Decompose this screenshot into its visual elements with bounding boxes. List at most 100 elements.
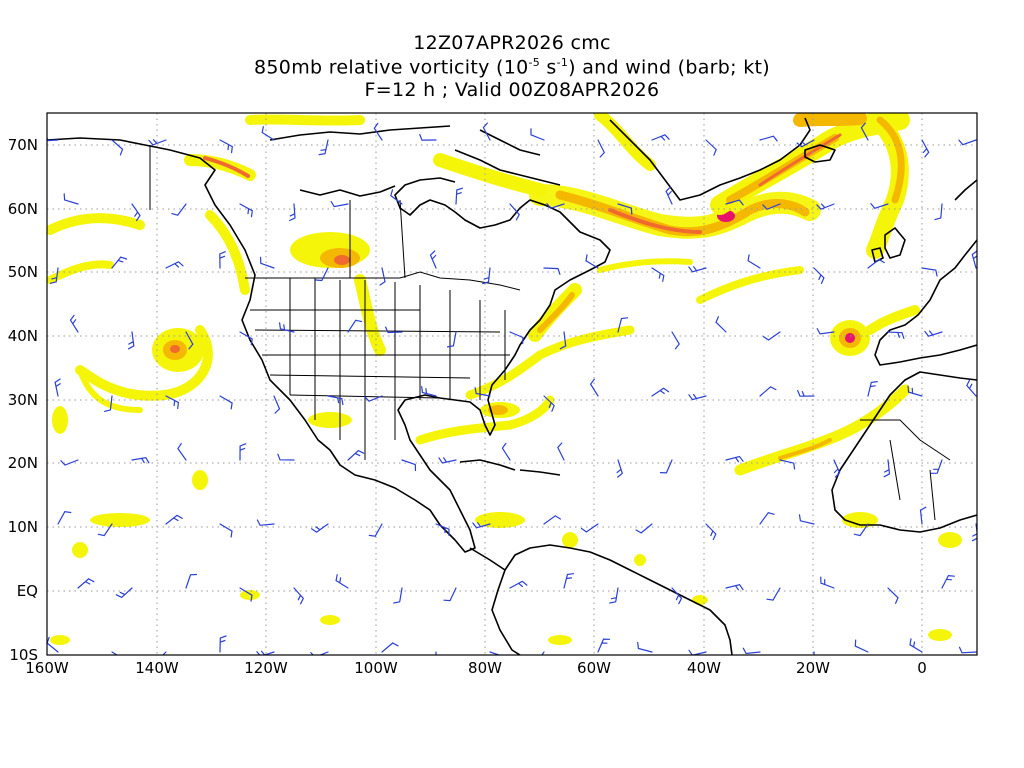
- title-exp1: -5: [528, 56, 541, 69]
- wind-barb: [455, 187, 464, 205]
- wind-barb: [219, 395, 233, 410]
- lat-axis-labels: 70N 60N 50N 40N 30N 20N 10N EQ 10S: [8, 136, 38, 664]
- wind-barb: [219, 139, 233, 154]
- wind-barb: [60, 459, 79, 466]
- wind-barb: [368, 523, 383, 537]
- lat-label-50n: 50N: [8, 263, 38, 281]
- wind-barb: [762, 203, 781, 211]
- wind-barb: [958, 139, 977, 146]
- wind-barb: [111, 139, 124, 156]
- wind-barb: [310, 651, 329, 655]
- wind-barb: [347, 449, 365, 461]
- wind-barb: [273, 395, 281, 414]
- wind-barb: [705, 139, 717, 156]
- wind-barb: [813, 267, 825, 284]
- wind-barb: [185, 331, 194, 350]
- wind-barb: [589, 378, 599, 397]
- wind-barb: [256, 519, 275, 526]
- plot-area: [47, 113, 977, 655]
- lon-label-160w: 160W: [25, 659, 69, 677]
- wind-barb: [311, 523, 329, 533]
- wind-barb: [887, 331, 905, 339]
- wind-barb: [289, 203, 296, 222]
- wind-barb: [239, 443, 247, 461]
- wind-barb: [651, 387, 670, 397]
- wind-barb: [219, 635, 227, 653]
- wind-barb: [111, 256, 128, 269]
- wind-barb: [609, 587, 619, 604]
- lon-label-40w: 40W: [687, 659, 721, 677]
- wind-barb: [725, 584, 744, 591]
- wind-barb: [907, 385, 923, 397]
- political-boundaries: [149, 145, 951, 521]
- wind-barb: [559, 331, 567, 350]
- wind-barb: [482, 122, 491, 141]
- wind-barb: [256, 650, 275, 655]
- wind-barb: [688, 649, 707, 655]
- wind-barb: [585, 254, 599, 269]
- wind-barb: [659, 459, 673, 474]
- wind-barb: [742, 647, 761, 655]
- wind-barb: [580, 523, 599, 533]
- lat-label-10s: 10S: [9, 646, 38, 664]
- wind-barb: [715, 316, 727, 333]
- wind-barb: [318, 139, 329, 156]
- coast-europe-africa: [874, 239, 977, 366]
- wind-barb: [543, 267, 561, 275]
- title-forecast: F=12 h ; Valid 00Z08APR2026: [364, 79, 660, 101]
- wind-barb: [543, 395, 555, 412]
- lat-label-30n: 30N: [8, 391, 38, 409]
- wind-barbs: [47, 122, 996, 655]
- wind-barb: [867, 258, 885, 269]
- wind-barb: [446, 331, 457, 348]
- wind-barb: [853, 523, 869, 537]
- title-exp2: -1: [556, 56, 569, 69]
- wind-barb: [54, 378, 61, 397]
- wind-barb: [543, 515, 561, 525]
- wind-barb: [429, 250, 437, 269]
- wind-barb: [921, 267, 938, 277]
- wind-barb: [617, 203, 633, 215]
- vort-spiral-pacific: [75, 325, 213, 401]
- wind-barb: [671, 587, 683, 605]
- wind-barb: [759, 135, 778, 142]
- wind-barb: [501, 442, 511, 461]
- wind-barb: [981, 580, 996, 588]
- lat-label-60n: 60N: [8, 200, 38, 218]
- wind-barb: [239, 587, 253, 602]
- wind-barb: [688, 266, 707, 273]
- wind-barb: [509, 580, 528, 589]
- wind-barb: [563, 573, 575, 589]
- wind-barb: [131, 456, 150, 464]
- title-run: 12Z07APR2026 cmc: [413, 32, 611, 54]
- wind-barb: [419, 134, 437, 141]
- wind-barb: [616, 459, 623, 478]
- wind-barb: [779, 459, 796, 470]
- lat-label-70n: 70N: [8, 136, 38, 154]
- lon-label-100w: 100W: [354, 659, 398, 677]
- wind-barb: [966, 379, 977, 397]
- wind-barb: [69, 314, 79, 333]
- wind-barb: [833, 459, 841, 478]
- wind-barb: [489, 651, 501, 655]
- wind-barb: [330, 200, 349, 208]
- wind-barb: [530, 128, 545, 141]
- wind-barb: [597, 638, 611, 653]
- wind-barb: [421, 386, 437, 397]
- wind-barb: [171, 203, 187, 216]
- wind-barb: [401, 459, 417, 472]
- wind-barb: [854, 639, 869, 653]
- wind-barb: [651, 267, 665, 282]
- wind-barb: [921, 139, 930, 158]
- wind-barb: [759, 512, 775, 525]
- wind-barb: [671, 331, 680, 350]
- wind-barb: [279, 322, 295, 333]
- wind-barb: [239, 203, 253, 218]
- wind-barb: [57, 511, 72, 525]
- wind-barb: [219, 523, 233, 538]
- wind-barb: [725, 455, 744, 463]
- title-field-suffix: ) and wind (barb; kt): [568, 56, 770, 79]
- title-field: 850mb relative vorticity (10-5 s-1) and …: [0, 56, 1024, 78]
- wind-barb: [393, 587, 403, 604]
